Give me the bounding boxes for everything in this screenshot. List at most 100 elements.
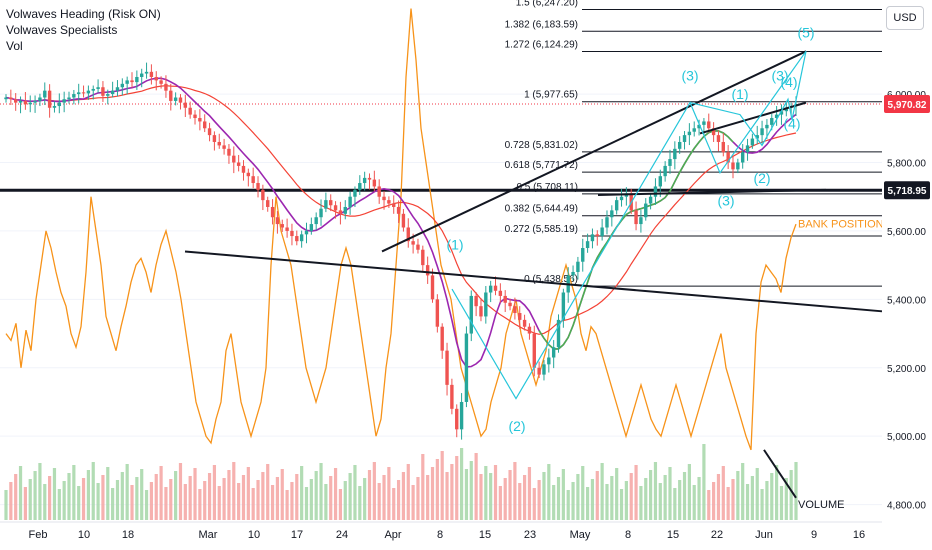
- candle-body: [270, 206, 275, 218]
- candle-body: [212, 135, 217, 142]
- volume-bar: [343, 481, 347, 520]
- candle-body: [731, 162, 735, 170]
- candle-body: [396, 206, 401, 214]
- time-axis[interactable]: Feb 10 18 Mar 10 17 24 Apr 8 15 23 May 8 15 22 Jun 9 16: [0, 521, 882, 541]
- volume-bar: [513, 462, 517, 520]
- volume-bar: [72, 465, 76, 520]
- volume-bar: [96, 483, 100, 520]
- trendline: [699, 101, 807, 135]
- volume-bar: [624, 481, 628, 520]
- candle-body: [309, 224, 314, 231]
- volume-bar: [726, 487, 730, 520]
- candle-body: [673, 148, 677, 160]
- volume-bar: [765, 481, 769, 520]
- time-tick-label: 10: [248, 529, 260, 541]
- volume-label: VOLUME: [798, 499, 844, 511]
- volume-bar: [450, 464, 454, 520]
- volume-bar: [682, 472, 687, 520]
- legend-specialists[interactable]: Volwaves Specialists: [6, 23, 118, 37]
- candle-body: [450, 384, 454, 409]
- candle-body: [43, 90, 47, 98]
- candle-body: [707, 121, 711, 129]
- volume-bar: [256, 480, 260, 520]
- wave-label: (2): [753, 170, 770, 186]
- candle-body: [445, 350, 449, 385]
- candle-body: [488, 285, 493, 293]
- price-tick-label: 4,800.00: [887, 501, 926, 512]
- bank-positions-label: BANK POSITIONS: [798, 219, 891, 231]
- volume-bar: [784, 478, 788, 520]
- volume-bar: [164, 487, 168, 520]
- currency-button[interactable]: USD: [886, 6, 924, 30]
- volume-bar: [401, 472, 406, 520]
- candle-body: [416, 244, 420, 250]
- fibonacci-levels: 1.5 (6,247.20) 1.382 (6,183.59) 1.272 (6,1…: [0, 0, 882, 287]
- volume-bar: [469, 461, 473, 520]
- volume-bar: [227, 470, 231, 520]
- volume-bar: [392, 488, 396, 520]
- candle-body: [173, 97, 178, 101]
- candle-body: [750, 138, 755, 146]
- price-tag-bg: [884, 95, 930, 114]
- time-tick-label: 17: [291, 529, 303, 541]
- candle-body: [348, 196, 352, 207]
- volume-bar: [77, 486, 81, 520]
- price-axis[interactable]: 6,000.005,800.005,600.005,400.005,200.00…: [882, 0, 932, 550]
- volume-bar: [634, 465, 638, 520]
- legend-vol[interactable]: Vol: [6, 39, 23, 53]
- volume-bar: [18, 466, 23, 520]
- candle-body: [72, 94, 76, 98]
- candle-body: [164, 83, 168, 91]
- volume-indicator-line: [5, 8, 797, 451]
- volume-bar: [48, 476, 52, 520]
- volume-bar: [86, 470, 90, 520]
- volume-bar: [590, 479, 595, 520]
- candle-body: [67, 97, 71, 100]
- candle-body: [140, 73, 144, 77]
- candle-body: [232, 155, 236, 163]
- trendline: [184, 250, 883, 313]
- candle-body: [668, 159, 672, 166]
- volume-bar: [358, 486, 362, 520]
- price-tick-label: 5,600.00: [887, 227, 926, 238]
- volume-bar: [324, 484, 328, 520]
- candle-body: [251, 176, 255, 184]
- candle-body: [120, 83, 125, 88]
- candle-body: [551, 347, 556, 358]
- volume-pointer: [763, 449, 797, 499]
- legend-heading[interactable]: Volwaves Heading (Risk ON): [6, 7, 161, 21]
- volume-bar: [464, 469, 469, 520]
- candle-body: [96, 87, 100, 89]
- candle-body: [144, 71, 149, 74]
- volume-bar: [411, 485, 415, 520]
- candle-body: [149, 71, 154, 77]
- volume-bar: [382, 475, 386, 520]
- candle-body: [62, 99, 66, 103]
- volume-bar: [547, 464, 551, 520]
- volume-bar: [115, 480, 120, 520]
- volume-bar: [692, 485, 696, 520]
- candle-body: [9, 97, 13, 100]
- indicator-legend[interactable]: Volwaves Heading (Risk ON) Volwaves Spec…: [6, 6, 161, 54]
- volume-bar: [363, 478, 367, 520]
- volume-bar: [653, 462, 658, 520]
- candle-body: [198, 118, 202, 122]
- volume-bar: [430, 467, 435, 520]
- volume-bar: [246, 467, 250, 520]
- volume-bars: [4, 444, 798, 520]
- fib-label: 1.382 (6,183.59): [505, 19, 578, 30]
- volume-bar: [508, 470, 512, 520]
- volume-bar: [537, 480, 541, 520]
- volume-bar: [101, 475, 105, 520]
- price-tag-bg: [884, 181, 930, 200]
- candle-body: [600, 227, 604, 237]
- volume-bar: [455, 456, 459, 520]
- candle-body: [736, 162, 740, 170]
- fib-label: 1 (5,977.65): [524, 90, 578, 101]
- volume-bar: [275, 477, 280, 520]
- candle-body: [304, 230, 309, 235]
- volume-bar: [416, 477, 420, 520]
- fib-label: 0.728 (5,831.02): [505, 140, 578, 151]
- candle-body: [241, 165, 246, 173]
